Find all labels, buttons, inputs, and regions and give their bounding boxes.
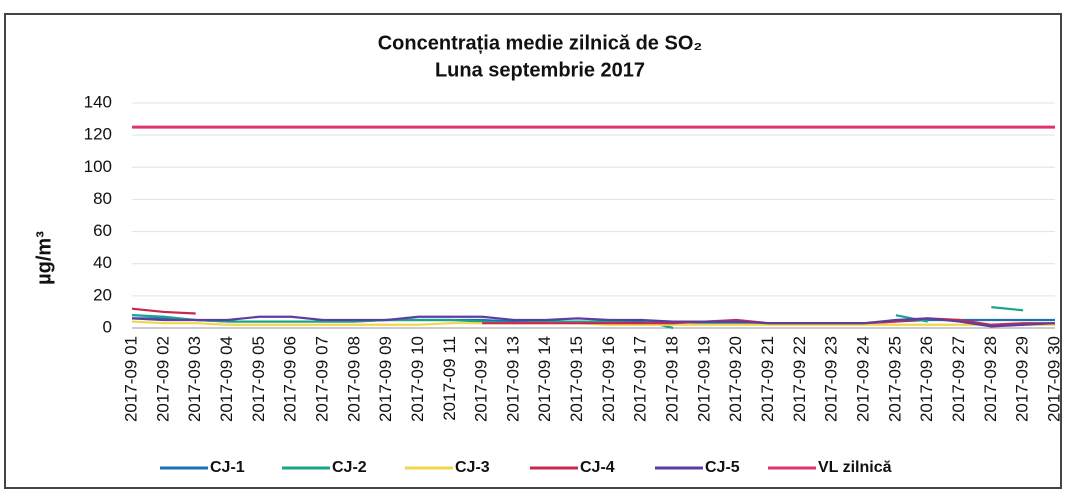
x-tick-label: 2017-09 15 (567, 336, 586, 422)
x-tick-label: 2017-09 07 (312, 336, 331, 422)
legend-label: CJ-2 (332, 459, 367, 476)
x-tick-label: 2017-09 27 (949, 336, 968, 422)
x-tick-label: 2017-09 22 (790, 336, 809, 422)
series-line (131, 315, 1056, 328)
x-tick-label: 2017-09 05 (249, 336, 268, 422)
y-tick-label: 140 (84, 92, 112, 111)
y-tick-label: 0 (103, 317, 112, 336)
x-tick-label: 2017-09 01 (121, 336, 140, 422)
legend-label: CJ-3 (455, 459, 490, 476)
x-tick-label: 2017-09 23 (822, 336, 841, 422)
legend-label: CJ-4 (580, 459, 615, 476)
legend-label: CJ-1 (210, 459, 245, 476)
chart-frame (4, 13, 1062, 489)
x-tick-label: 2017-09 19 (694, 336, 713, 422)
x-tick-label: 2017-09 06 (281, 336, 300, 422)
x-tick-label: 2017-09 14 (535, 336, 554, 422)
x-tick-label: 2017-09 21 (758, 336, 777, 422)
y-tick-label: 80 (93, 189, 112, 208)
x-tick-label: 2017-09 18 (663, 336, 682, 422)
y-tick-label: 100 (84, 157, 112, 176)
x-tick-label: 2017-09 16 (599, 336, 618, 422)
x-tick-label: 2017-09 11 (440, 336, 459, 421)
x-tick-label: 2017-09 25 (885, 336, 904, 422)
chart-subtitle: Luna septembrie 2017 (435, 59, 645, 81)
x-tick-label: 2017-09 13 (503, 336, 522, 422)
y-axis-label: µg/m³ (33, 231, 55, 285)
x-tick-label: 2017-09 17 (631, 336, 650, 422)
y-tick-label: 120 (84, 125, 112, 144)
x-tick-label: 2017-09 20 (726, 336, 745, 422)
x-tick-label: 2017-09 02 (153, 336, 172, 422)
x-tick-label: 2017-09 10 (408, 336, 427, 422)
x-tick-label: 2017-09 12 (472, 336, 491, 422)
x-tick-label: 2017-09 28 (981, 336, 1000, 422)
y-tick-label: 20 (93, 285, 112, 304)
x-tick-label: 2017-09 04 (217, 336, 236, 422)
y-tick-label: 40 (93, 253, 112, 272)
x-tick-label: 2017-09 08 (344, 336, 363, 422)
x-tick-label: 2017-09 29 (1013, 336, 1032, 422)
chart-title: Concentrația medie zilnică de SO₂ (378, 32, 703, 54)
x-tick-label: 2017-09 03 (185, 336, 204, 422)
legend-label: CJ-5 (705, 459, 740, 476)
x-tick-label: 2017-09 26 (917, 336, 936, 422)
x-tick-label: 2017-09 30 (1044, 336, 1063, 422)
x-tick-label: 2017-09 09 (376, 336, 395, 422)
x-tick-label: 2017-09 24 (854, 336, 873, 422)
y-tick-label: 60 (93, 221, 112, 240)
legend-label: VL zilnică (818, 459, 892, 476)
